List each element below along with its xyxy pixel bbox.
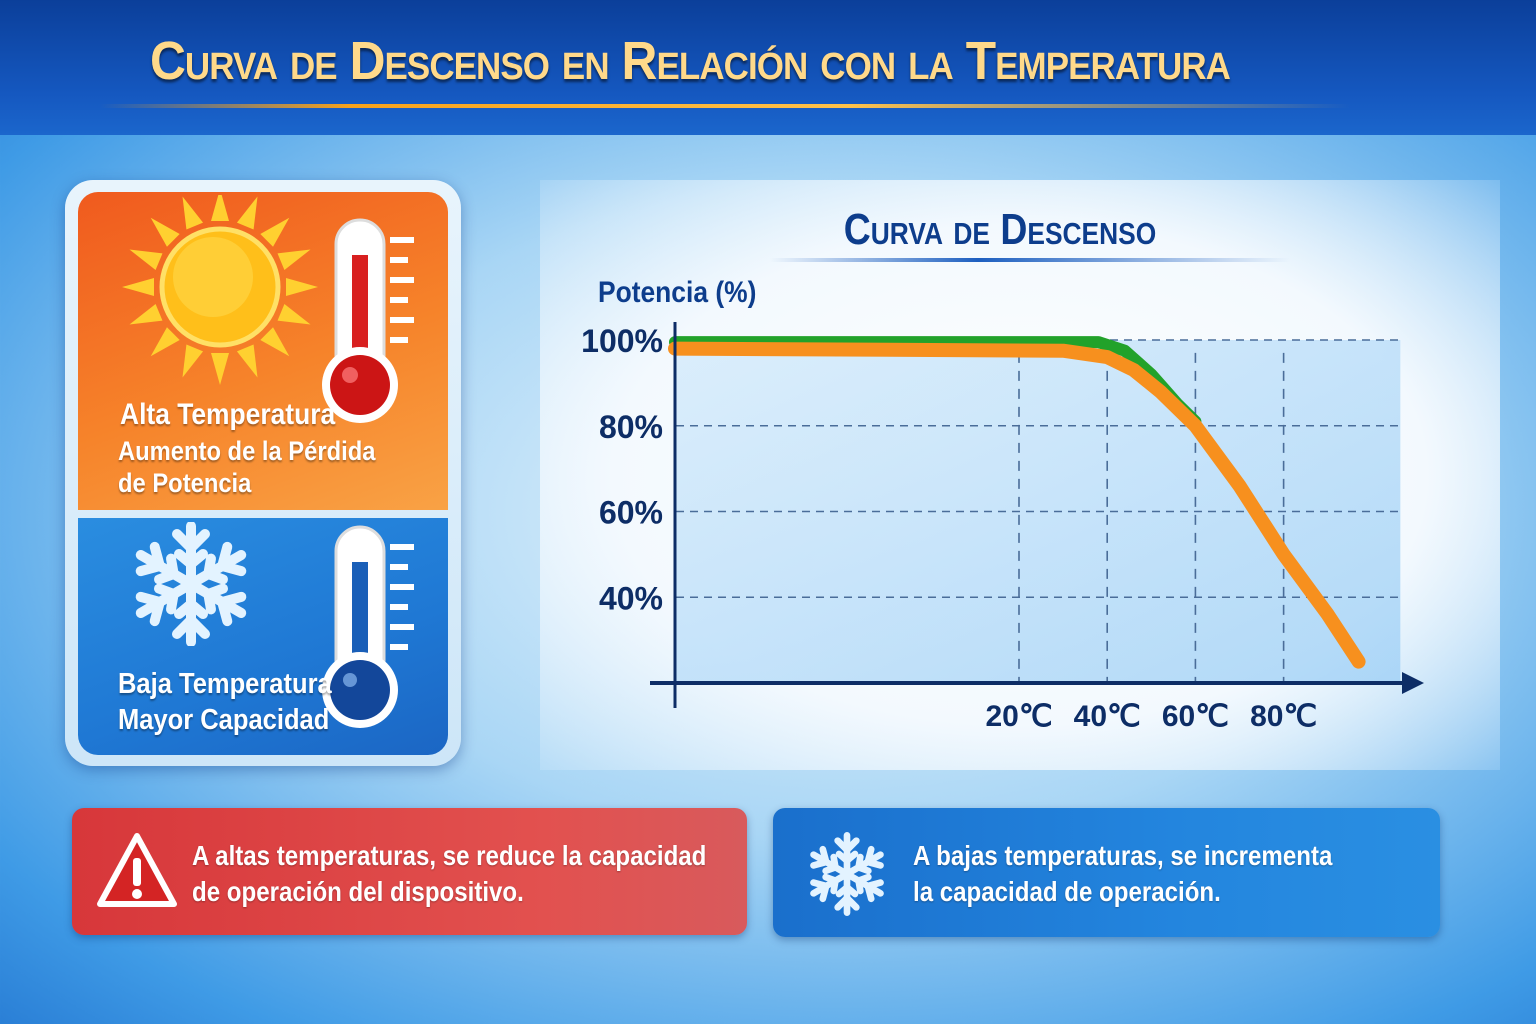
page-title: Curva de Descenso en Relación con la Tem… [149,31,1231,91]
sun-ray [150,327,180,357]
sun-ray [182,344,204,378]
chart-area [676,340,1401,683]
y-tick-label: 80% [599,409,663,445]
sun-ray [182,196,204,230]
sun-ray [260,327,290,357]
high-temp-note: A altas temperaturas, se reduce la capac… [72,808,747,935]
sun-ray [236,196,258,230]
y-tick-label: 100% [581,323,663,359]
thermometer-low-icon [322,525,414,728]
low-temp-note-line2: la capacidad de operación. [913,876,1221,907]
high-temp-desc-1: Aumento de la Pérdida [118,436,376,466]
low-temp-note-line1: A bajas temperaturas, se incrementa [913,840,1333,871]
header [0,0,1536,135]
low-temp-title: Baja Temperatura [118,668,332,700]
low-temp-note: A bajas temperaturas, se incrementa la c… [773,808,1440,937]
high-temp-title: Alta Temperatura [120,398,336,431]
sun-ray [286,278,318,296]
y-axis-label: Potencia (%) [598,274,756,308]
sun-icon [122,195,318,385]
sun-ray [129,249,163,271]
x-tick-label: 40℃ [1074,700,1141,733]
sun-ray [129,303,163,325]
y-tick-label: 60% [599,495,663,531]
chart-title-text: Curva de Descenso [843,205,1157,254]
y-tick-label: 40% [599,580,663,616]
snowflake-icon [135,522,247,646]
series-line-1 [668,341,1366,669]
x-axis-arrow [1402,672,1424,694]
chart-title: Curva de Descenso [150,205,1536,255]
x-tick-label: 20℃ [985,700,1052,733]
snowflake-icon [810,832,884,916]
chart-title-underline [770,258,1290,262]
sun-ray [260,217,290,247]
low-temp-desc: Mayor Capacidad [118,704,330,736]
sun-ray [277,249,311,271]
high-temp-note-line1: A altas temperaturas, se reduce la capac… [192,840,707,871]
sun-ray [211,353,229,385]
sun-ray [150,217,180,247]
title-underline [100,104,1350,108]
sun-ray [211,195,229,221]
thermometer-high-icon [322,218,414,423]
sun-ray [122,278,154,296]
sun-ray [277,303,311,325]
x-tick-label: 80℃ [1250,700,1317,733]
x-tick-label: 60℃ [1162,700,1229,733]
high-temp-note-line2: de operación del dispositivo. [192,876,524,907]
high-temp-desc-2: de Potencia [118,468,252,498]
warning-icon [97,833,177,907]
sun-ray [236,344,258,378]
